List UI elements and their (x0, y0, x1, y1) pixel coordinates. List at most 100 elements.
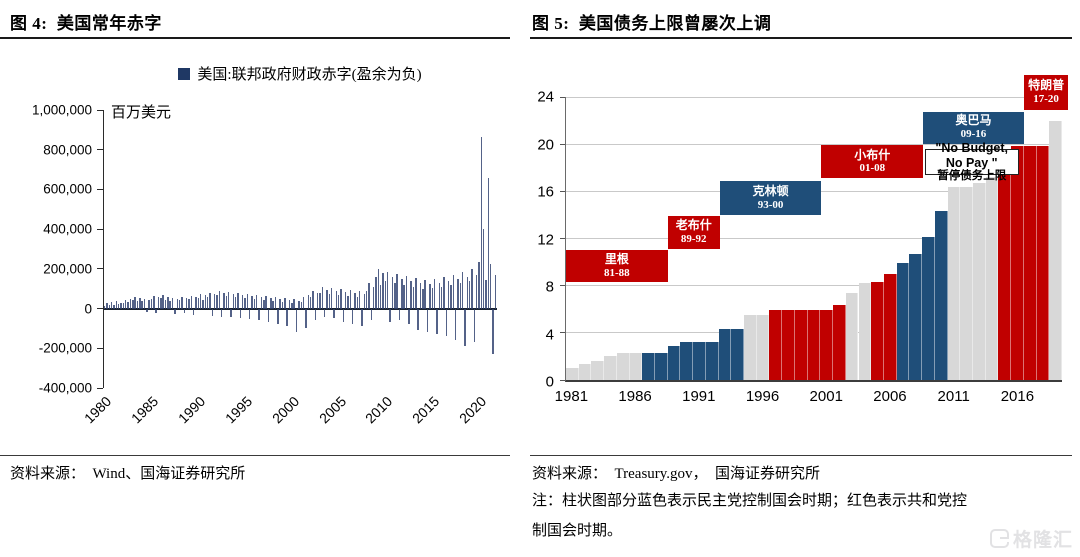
deficit-bar (162, 294, 164, 309)
deficit-bar (125, 299, 127, 309)
deficit-bar (333, 308, 335, 319)
deficit-bar (370, 308, 373, 321)
ceiling-bar (616, 353, 630, 380)
deficit-bar (314, 308, 316, 321)
deficit-unit-label: 百万美元 (111, 105, 172, 121)
ceiling-bar (922, 237, 935, 380)
deficit-bar (384, 280, 387, 309)
deficit-bar (344, 291, 347, 309)
x-tick-label: 1986 (618, 388, 652, 405)
ceiling-bar (896, 263, 910, 380)
y-tick-label: 24 (537, 88, 554, 106)
ceiling-bar (769, 309, 783, 380)
deficit-bar (244, 297, 246, 309)
deficit-bar (401, 278, 403, 309)
deficit-bar (197, 297, 199, 309)
ceiling-bar (756, 315, 770, 380)
deficit-bar (195, 296, 197, 309)
president-label: 里根 81-88 (566, 250, 668, 283)
y-tick-mark (97, 387, 103, 389)
deficit-bar (188, 298, 190, 309)
deficit-legend: 美国:联邦政府财政赤字(盈余为负) (100, 63, 500, 84)
x-tick-label: 2001 (809, 388, 843, 405)
deficit-bar (211, 308, 214, 316)
y-tick-label: 20 (537, 136, 554, 153)
president-label: 老布什 89-92 (667, 216, 720, 250)
y-tick-label: 0 (84, 301, 92, 317)
deficit-bar (265, 295, 267, 309)
y-tick-mark (560, 238, 565, 239)
deficit-bar (328, 293, 330, 309)
ceiling-bar (858, 283, 872, 380)
deficit-bar (412, 286, 415, 309)
deficit-bar (199, 293, 202, 309)
legend-label: 美国:联邦政府财政赤字(盈余为负) (197, 67, 422, 83)
annotation-line2: 暂停债务上限 (937, 169, 1007, 182)
deficit-bar (410, 280, 412, 309)
suspension-label: "No Budget, No Pay " 暂停债务上限 (924, 141, 1019, 182)
deficit-bar (202, 299, 204, 309)
annotation-line2: 17-20 (1033, 92, 1059, 105)
y-tick-mark (97, 149, 103, 151)
annotation-line2: 93-00 (757, 198, 784, 211)
deficit-bar (382, 272, 384, 309)
ceiling-bar (1011, 145, 1024, 380)
deficit-bar (354, 292, 356, 309)
x-tick-label: 1995 (221, 393, 256, 427)
deficit-bar (466, 276, 469, 309)
deficit-bar (468, 280, 471, 309)
deficit-bar (246, 293, 249, 309)
ceiling-bar (1023, 145, 1037, 380)
deficit-bar (139, 297, 141, 309)
deficit-bar (459, 282, 461, 309)
deficit-bar (363, 293, 366, 309)
x-tick-label: 2016 (1000, 388, 1035, 405)
ceiling-bar (642, 352, 655, 380)
ceiling-bar (782, 309, 795, 380)
deficit-bar (347, 295, 349, 309)
deficit-bar (478, 261, 480, 309)
deficit-bar (220, 308, 223, 317)
deficit-bar (445, 308, 447, 337)
deficit-bar (272, 300, 274, 309)
ceiling-bar (883, 273, 897, 380)
deficit-bar (349, 289, 352, 309)
deficit-bar (143, 298, 146, 309)
deficit-bar (284, 297, 286, 309)
deficit-bar (174, 308, 176, 314)
deficit-bar (330, 287, 333, 309)
ceiling-bar (718, 328, 732, 380)
deficit-bar (417, 308, 419, 331)
deficit-bar (307, 294, 309, 309)
right-source-text: 资料来源： Treasury.gov， 国海证券研究所 (532, 466, 821, 482)
deficit-zero-line (104, 307, 497, 310)
x-tick-label: 2005 (315, 393, 349, 427)
ceiling-bar (731, 328, 745, 380)
annotation-line2: 01-08 (859, 162, 886, 175)
deficit-bar (429, 283, 431, 309)
deficit-bar (454, 308, 457, 341)
annotation-line1: 里根 (604, 252, 629, 266)
deficit-bar (234, 296, 237, 309)
deficit-bar (256, 294, 258, 309)
deficit-bar (164, 299, 167, 309)
deficit-bar (487, 177, 490, 309)
deficit-bar (155, 308, 157, 313)
annotation-line1: 特朗普 (1028, 78, 1065, 93)
annotation-line1: 老布什 (675, 218, 712, 233)
deficit-bar (365, 290, 368, 309)
x-tick-label: 1985 (127, 393, 162, 427)
y-tick-label: 1,000,000 (31, 102, 92, 118)
x-tick-label: 2010 (362, 393, 396, 427)
deficit-bar (178, 299, 181, 309)
x-tick-label: 2015 (409, 393, 443, 427)
x-tick-label: 1991 (682, 388, 716, 405)
deficit-bar (218, 290, 221, 309)
deficit-bar (436, 308, 438, 335)
deficit-bar (319, 292, 321, 309)
ceiling-bar (807, 309, 821, 380)
y-tick-mark (560, 332, 565, 334)
ceiling-bar (680, 342, 694, 380)
ceiling-bar (693, 342, 706, 380)
